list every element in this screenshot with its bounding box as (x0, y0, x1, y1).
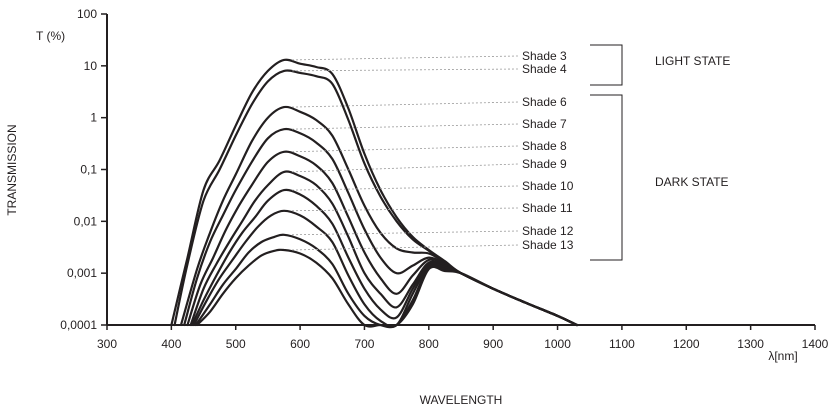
x-tick-label: 1000 (544, 337, 571, 351)
x-axis-title: WAVELENGTH (420, 393, 503, 407)
leader-line (291, 163, 519, 173)
series-label-shade-13: Shade 13 (522, 238, 574, 252)
leader-line (291, 55, 519, 61)
x-tick-label: 500 (226, 337, 246, 351)
y-tick-label: 1 (90, 111, 97, 125)
series-label-shade-7: Shade 7 (522, 117, 567, 131)
series-label-shade-10: Shade 10 (522, 179, 574, 193)
x-tick-label: 1200 (673, 337, 700, 351)
leader-line (291, 101, 519, 108)
leader-line (291, 230, 519, 236)
group-label: LIGHT STATE (655, 54, 730, 68)
x-tick-label: 700 (354, 337, 374, 351)
series-label-shade-11: Shade 11 (522, 201, 573, 215)
y-tick-label: 10 (84, 59, 98, 73)
x-tick-label: 800 (419, 337, 439, 351)
group-label: DARK STATE (655, 175, 729, 189)
group-bracket (590, 94, 623, 261)
series-line-shade-13 (196, 248, 578, 328)
leader-lines-layer (291, 55, 519, 251)
group-brackets-layer: LIGHT STATE DARK STATE (590, 44, 730, 261)
series-label-shade-12: Shade 12 (522, 224, 574, 238)
y-tick-label: 0,01 (74, 214, 98, 228)
y-tick-label: 100 (77, 7, 97, 21)
x-tick-label: 1100 (609, 337, 635, 351)
series-label-shade-8: Shade 8 (522, 139, 567, 153)
leader-line (291, 145, 519, 153)
group-bracket (590, 44, 623, 86)
axes-layer: 300 400 500 600 700 800 900 1000 1100 1200 1300 140… (60, 7, 828, 351)
x-tick-label: 900 (483, 337, 503, 351)
x-unit-label: λ[nm] (768, 349, 797, 363)
series-line-shade-11 (192, 209, 578, 328)
y-tick-label: 0,1 (80, 163, 97, 177)
series-label-shade-4: Shade 4 (522, 62, 567, 76)
y-axis-title: TRANSMISSION (5, 124, 19, 215)
y-tick-label: 0,0001 (60, 318, 97, 332)
series-line-shade-4 (173, 69, 578, 327)
curves-layer (170, 58, 578, 329)
leader-line (291, 244, 519, 251)
series-label-shade-9: Shade 9 (522, 157, 567, 171)
x-tick-label: 600 (290, 337, 310, 351)
series-label-shade-6: Shade 6 (522, 95, 567, 109)
y-tick-label: 0,001 (67, 266, 97, 280)
leader-line (291, 123, 519, 130)
y-unit-label: T (%) (36, 29, 65, 43)
leader-line (291, 207, 519, 212)
series-label-shade-3: Shade 3 (522, 49, 567, 63)
leader-line (291, 185, 519, 191)
leader-line (291, 68, 519, 72)
x-tick-label: 1400 (802, 337, 829, 351)
x-tick-label: 300 (97, 337, 117, 351)
x-tick-label: 400 (161, 337, 181, 351)
x-tick-label: 1300 (737, 337, 764, 351)
